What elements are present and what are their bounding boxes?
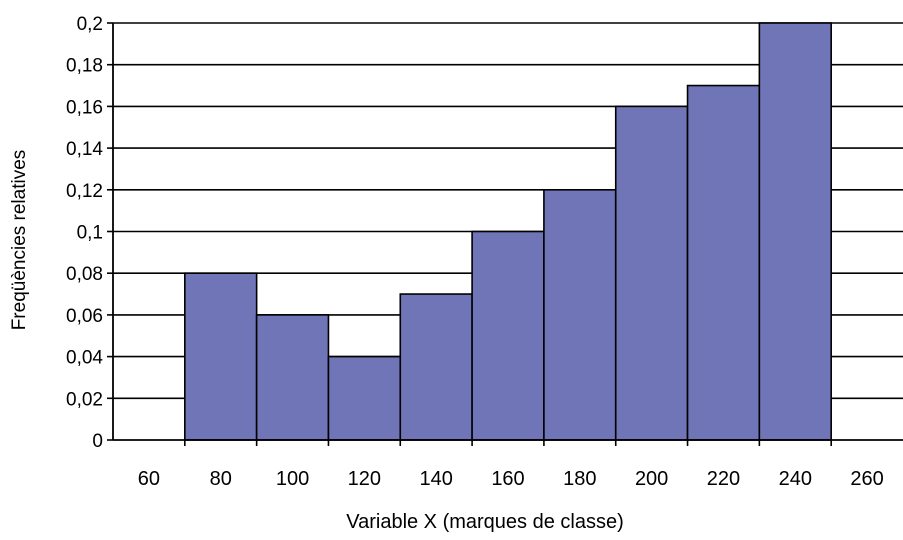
x-tick-label: 220 [707, 468, 740, 490]
bar-100 [255, 314, 330, 441]
y-tick-label: 0,2 [77, 14, 103, 35]
y-axis-title: Freqüències relatives [9, 150, 30, 331]
x-tick-label: 240 [779, 468, 812, 490]
x-tick-label: 140 [419, 468, 452, 490]
x-tick-label: 60 [138, 468, 160, 490]
axes [107, 22, 903, 446]
bar-80 [184, 272, 258, 441]
y-tick-label: 0,12 [66, 181, 103, 202]
bar-220 [686, 84, 761, 441]
x-tick-label: 260 [850, 468, 883, 490]
bar-120 [327, 355, 402, 441]
x-axis-title: Variable X (marques de classe) [346, 511, 624, 533]
bar-200 [614, 105, 689, 441]
y-tick-label: 0,1 [77, 223, 103, 244]
x-tick-label: 100 [276, 468, 309, 490]
bar-180 [543, 189, 617, 441]
bars [184, 22, 832, 441]
bar-240 [758, 22, 832, 441]
x-tick-label: 120 [348, 468, 381, 490]
bar-140 [399, 293, 473, 441]
y-tick-label: 0,16 [66, 97, 103, 118]
y-tick-label: 0,06 [66, 306, 103, 327]
tick-labels: 0 0,02 0,04 0,06 0,08 0,1 0,12 0,14 0,16 0,18 0,2 6… [66, 14, 884, 490]
x-tick-label: 80 [210, 468, 232, 490]
x-tick-label: 200 [635, 468, 668, 490]
y-tick-label: 0,08 [66, 264, 103, 285]
y-tick-label: 0,04 [66, 348, 103, 369]
y-tick-label: 0,18 [66, 56, 103, 77]
x-tick-label: 160 [491, 468, 524, 490]
bar-160 [471, 230, 545, 441]
x-tick-label: 180 [563, 468, 596, 490]
y-tick-label: 0,14 [66, 139, 103, 160]
y-tick-label: 0,02 [66, 389, 103, 410]
y-tick-label: 0 [92, 431, 103, 452]
